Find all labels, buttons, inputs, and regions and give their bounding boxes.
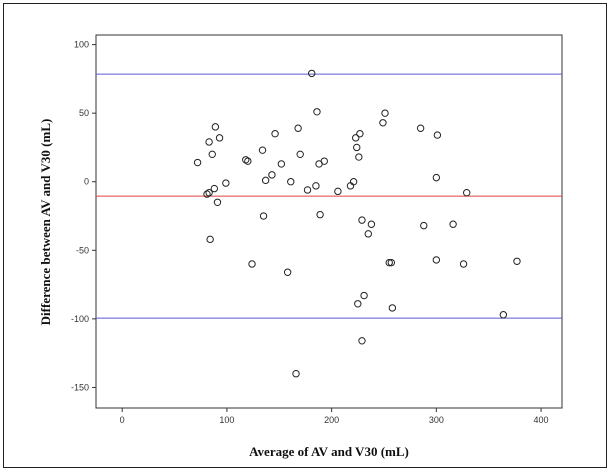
y-tick-label: 0 — [84, 177, 89, 187]
data-point — [381, 109, 389, 117]
y-tick-label: 50 — [79, 108, 89, 118]
data-point — [292, 370, 300, 378]
data-point — [248, 260, 256, 268]
data-point — [356, 130, 364, 138]
data-point — [193, 158, 202, 167]
data-point — [312, 182, 320, 190]
data-point — [387, 258, 396, 267]
data-point — [244, 157, 252, 165]
data-point — [258, 146, 267, 154]
data-point — [277, 160, 286, 168]
data-point — [259, 212, 268, 220]
data-point — [313, 108, 321, 116]
data-point — [358, 337, 366, 345]
data-point — [271, 130, 279, 138]
y-tick-label: -50 — [76, 245, 89, 255]
x-tick-label: 400 — [534, 415, 549, 425]
data-point — [242, 156, 250, 164]
data-point — [283, 268, 292, 276]
data-point — [296, 150, 304, 159]
data-point — [206, 235, 214, 244]
data-point — [449, 220, 457, 228]
data-point — [463, 189, 471, 197]
data-point — [352, 134, 360, 142]
data-point — [420, 221, 428, 230]
data-point — [385, 258, 393, 267]
data-point — [349, 178, 358, 186]
x-tick-label: 200 — [324, 415, 339, 425]
data-point — [308, 69, 316, 78]
x-tick-label: 100 — [219, 415, 234, 425]
data-point — [364, 230, 372, 238]
data-point — [379, 119, 387, 127]
y-tick-label: 100 — [74, 40, 89, 50]
y-tick-label: -150 — [71, 382, 89, 392]
plot-area — [95, 34, 563, 409]
data-point — [208, 150, 216, 159]
data-point — [353, 143, 361, 152]
data-point — [358, 216, 366, 224]
data-point — [210, 184, 219, 193]
data-point — [211, 123, 220, 131]
y-tick-label: -100 — [71, 314, 89, 324]
data-point — [513, 257, 521, 265]
data-point — [334, 187, 342, 196]
data-point — [261, 176, 270, 185]
data-point — [294, 124, 302, 132]
data-point — [499, 311, 508, 319]
data-point — [268, 171, 276, 179]
data-point — [432, 173, 441, 182]
data-point — [303, 186, 312, 194]
data-point — [222, 179, 230, 187]
data-point — [316, 210, 324, 219]
data-point — [215, 134, 224, 142]
data-point — [205, 189, 213, 197]
x-axis-title: Average of AV and V30 (mL) — [249, 444, 409, 459]
data-point — [205, 138, 213, 146]
x-tick-label: 0 — [120, 415, 125, 425]
data-point — [388, 304, 397, 312]
data-point — [287, 178, 295, 186]
data-point — [433, 131, 442, 139]
data-point — [459, 260, 468, 268]
x-tick-label: 300 — [429, 415, 444, 425]
y-axis-title: Difference between AV and V30 (mL) — [38, 119, 53, 326]
data-point — [355, 153, 363, 161]
data-point — [320, 157, 328, 165]
data-point — [213, 198, 222, 207]
data-point — [432, 256, 441, 264]
data-point — [416, 124, 425, 132]
data-point — [354, 300, 362, 308]
data-point — [203, 190, 211, 198]
data-point — [367, 220, 376, 228]
data-point — [360, 291, 368, 300]
